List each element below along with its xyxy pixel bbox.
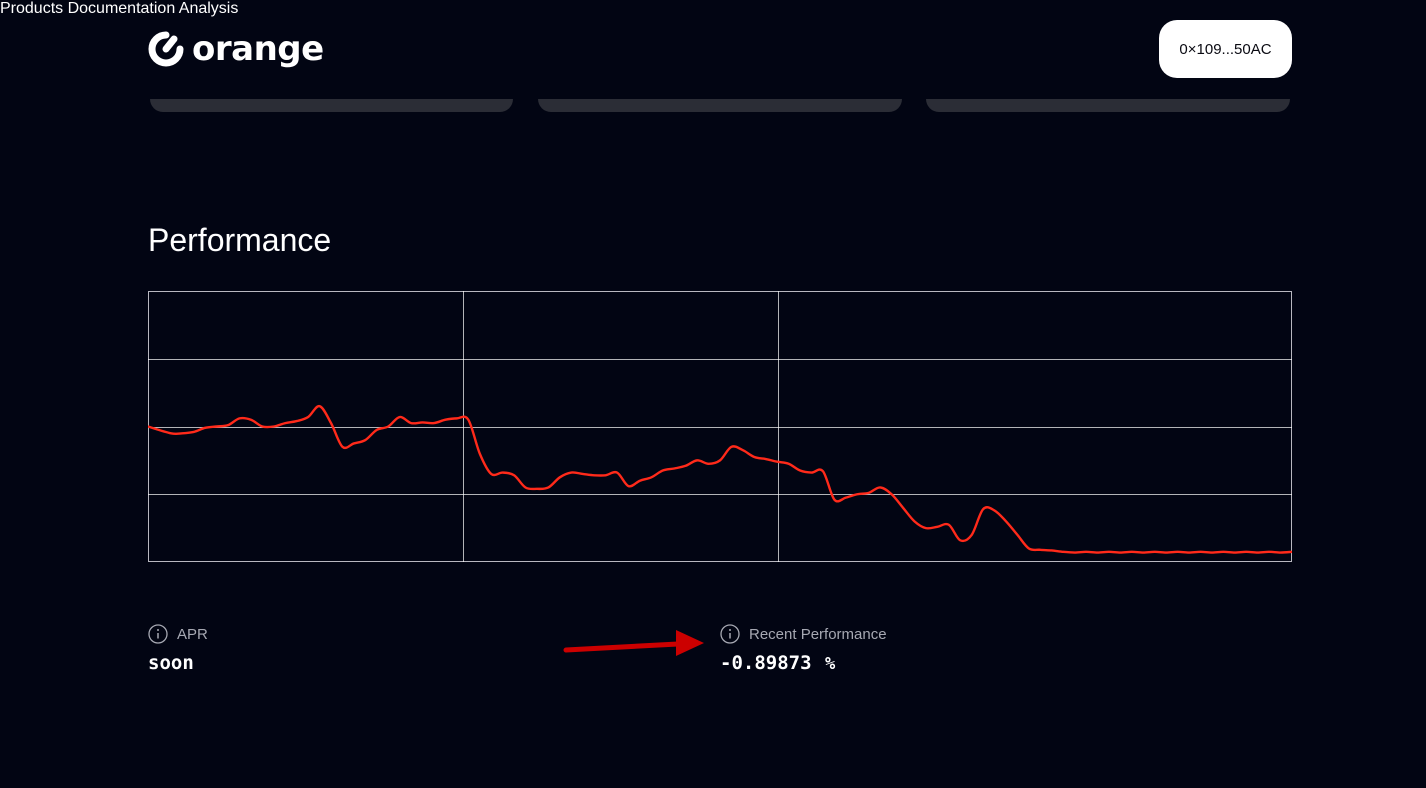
main-nav: Products Documentation Analysis xyxy=(0,0,1426,18)
card-bottom-edge xyxy=(926,99,1290,112)
performance-title: Performance xyxy=(148,222,332,258)
recent-performance-unit: % xyxy=(824,654,836,674)
apr-label: APR xyxy=(177,625,208,643)
card-bottom-edge xyxy=(150,99,513,112)
recent-performance-value: -0.89873 xyxy=(720,652,812,674)
info-icon[interactable] xyxy=(720,624,740,644)
recent-performance-label-row: Recent Performance xyxy=(720,624,887,644)
brand-logo[interactable]: orange xyxy=(148,28,324,70)
orange-logo-icon xyxy=(148,31,184,67)
nav-analysis[interactable]: Analysis xyxy=(178,0,239,17)
logo-text: orange xyxy=(192,29,324,69)
nav-documentation[interactable]: Documentation xyxy=(67,0,176,17)
recent-performance-value-row: -0.89873 % xyxy=(720,652,835,674)
apr-label-row: APR xyxy=(148,624,208,644)
card-bottom-edge xyxy=(538,99,902,112)
apr-value: soon xyxy=(148,652,194,674)
top-header: orange Products Documentation Analysis 0… xyxy=(0,0,1426,100)
performance-series-line xyxy=(148,404,1292,554)
nav-products[interactable]: Products xyxy=(0,0,64,17)
chart-grid xyxy=(148,291,1292,562)
wallet-address-button[interactable]: 0×109...50AC xyxy=(1159,20,1292,78)
info-icon[interactable] xyxy=(148,624,168,644)
performance-chart xyxy=(148,291,1292,562)
recent-performance-label: Recent Performance xyxy=(749,625,887,643)
annotation-arrow-icon xyxy=(563,630,704,656)
chart-frame xyxy=(148,291,1292,562)
